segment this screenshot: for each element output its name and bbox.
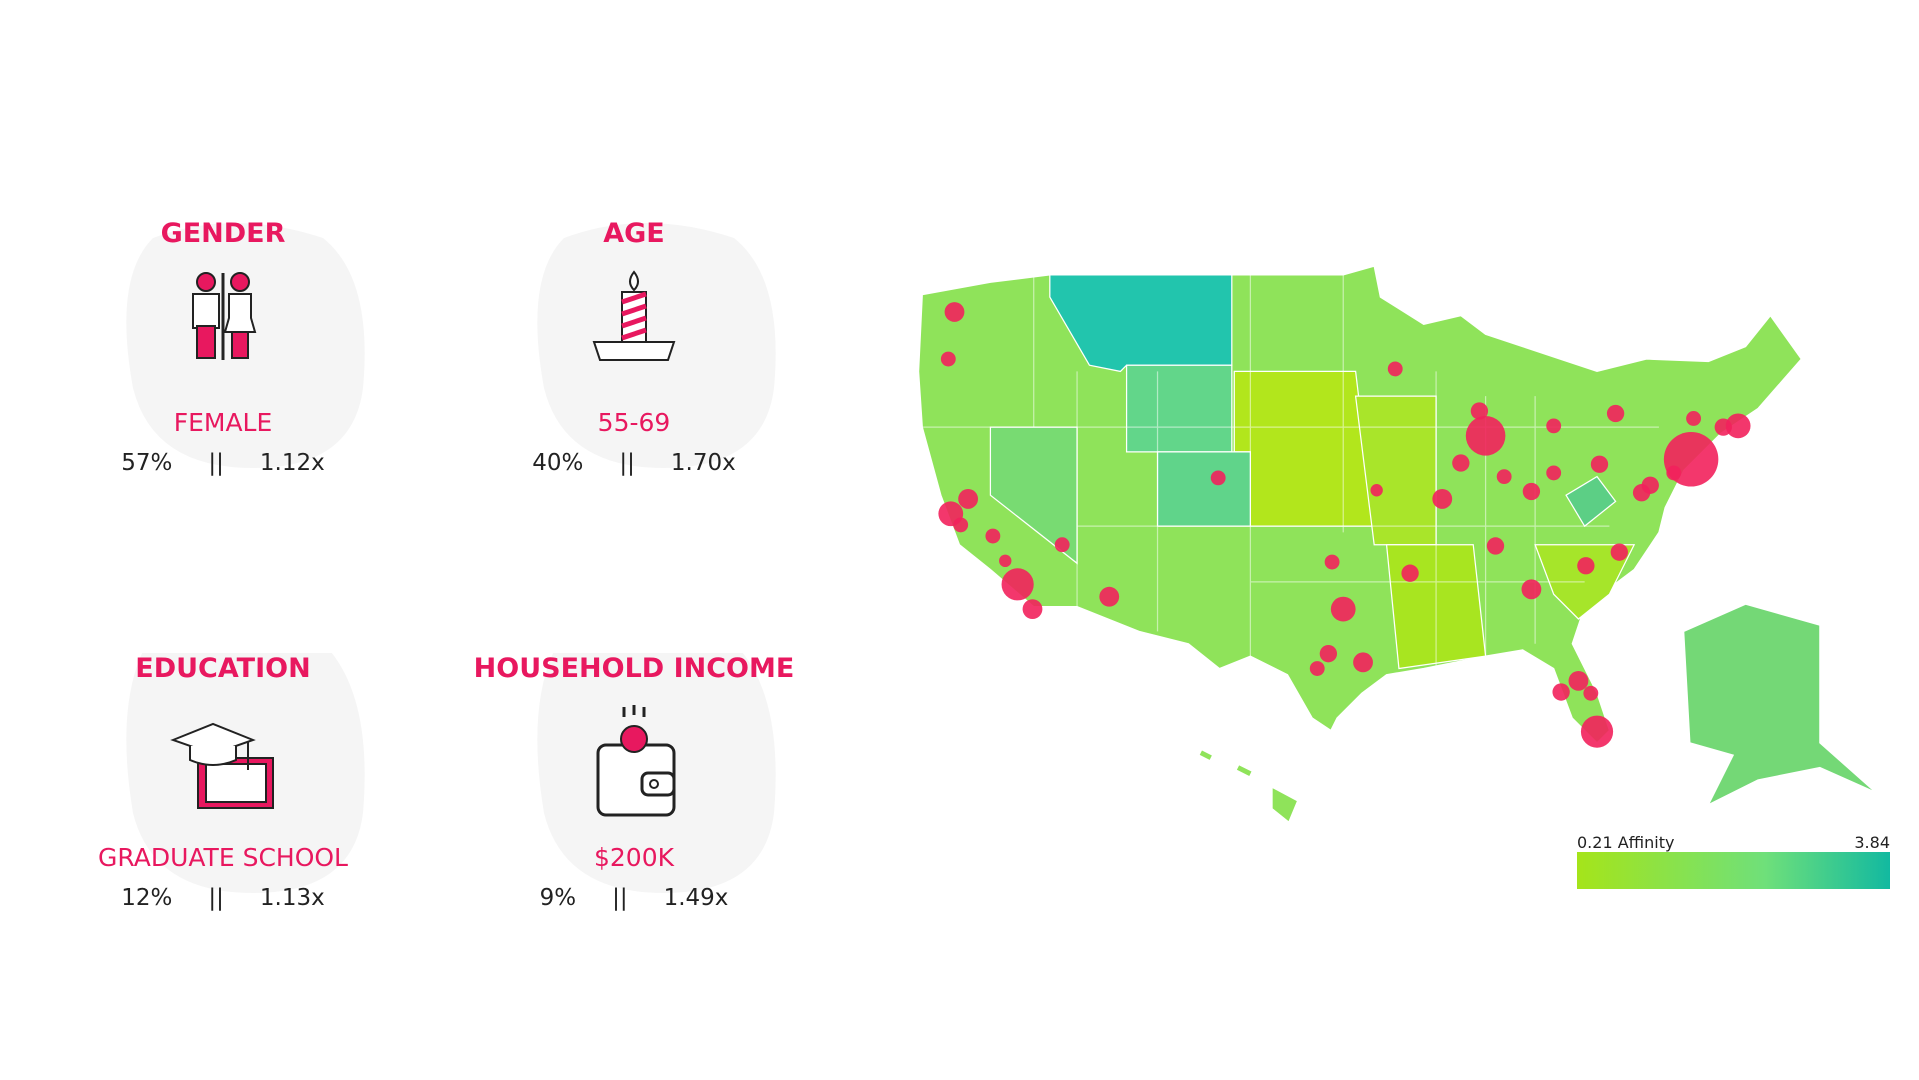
us-map	[917, 265, 1876, 822]
separator: ||	[208, 885, 224, 911]
card-stats: 40% || 1.70x	[424, 450, 844, 476]
separator: ||	[619, 450, 635, 476]
separator: ||	[612, 885, 628, 911]
affinity: 1.49x	[663, 885, 729, 911]
share: 40%	[532, 450, 584, 476]
card-title: EDUCATION	[135, 653, 311, 684]
income-card: HOUSEHOLD INCOME $200K 9% || 1.49x	[424, 653, 844, 953]
card-label: FEMALE	[173, 408, 273, 437]
card-stats: 9% || 1.49x	[424, 885, 844, 911]
card-label: $200K	[593, 843, 675, 872]
education-card: EDUCATION GRADUATE SCHOOL 12% || 1.13x	[13, 653, 433, 953]
affinity: 1.12x	[259, 450, 325, 476]
education-icon	[170, 722, 274, 809]
card-title: HOUSEHOLD INCOME	[473, 653, 795, 684]
city-markers	[938, 302, 1751, 748]
wallet-icon	[596, 705, 676, 817]
affinity: 1.70x	[670, 450, 736, 476]
card-label: 55-69	[597, 408, 671, 437]
card-title: AGE	[603, 218, 665, 249]
gender-card: GENDER FEMALE 57% || 1.12x	[13, 218, 433, 518]
share: 9%	[539, 885, 577, 911]
separator: ||	[208, 450, 224, 476]
card-stats: 57% || 1.12x	[13, 450, 433, 476]
legend-max: 3.84	[1854, 833, 1890, 852]
gender-icon	[192, 272, 257, 360]
candle-icon	[592, 270, 676, 361]
age-card: AGE 55-69 40% || 1.70x	[424, 218, 844, 518]
share: 57%	[121, 450, 173, 476]
card-label: GRADUATE SCHOOL	[98, 843, 348, 872]
affinity: 1.13x	[259, 885, 325, 911]
share: 12%	[121, 885, 173, 911]
legend-min: 0.21 Affinity	[1577, 833, 1675, 852]
card-stats: 12% || 1.13x	[13, 885, 433, 911]
card-title: GENDER	[160, 218, 286, 249]
legend-gradient	[1577, 852, 1890, 889]
